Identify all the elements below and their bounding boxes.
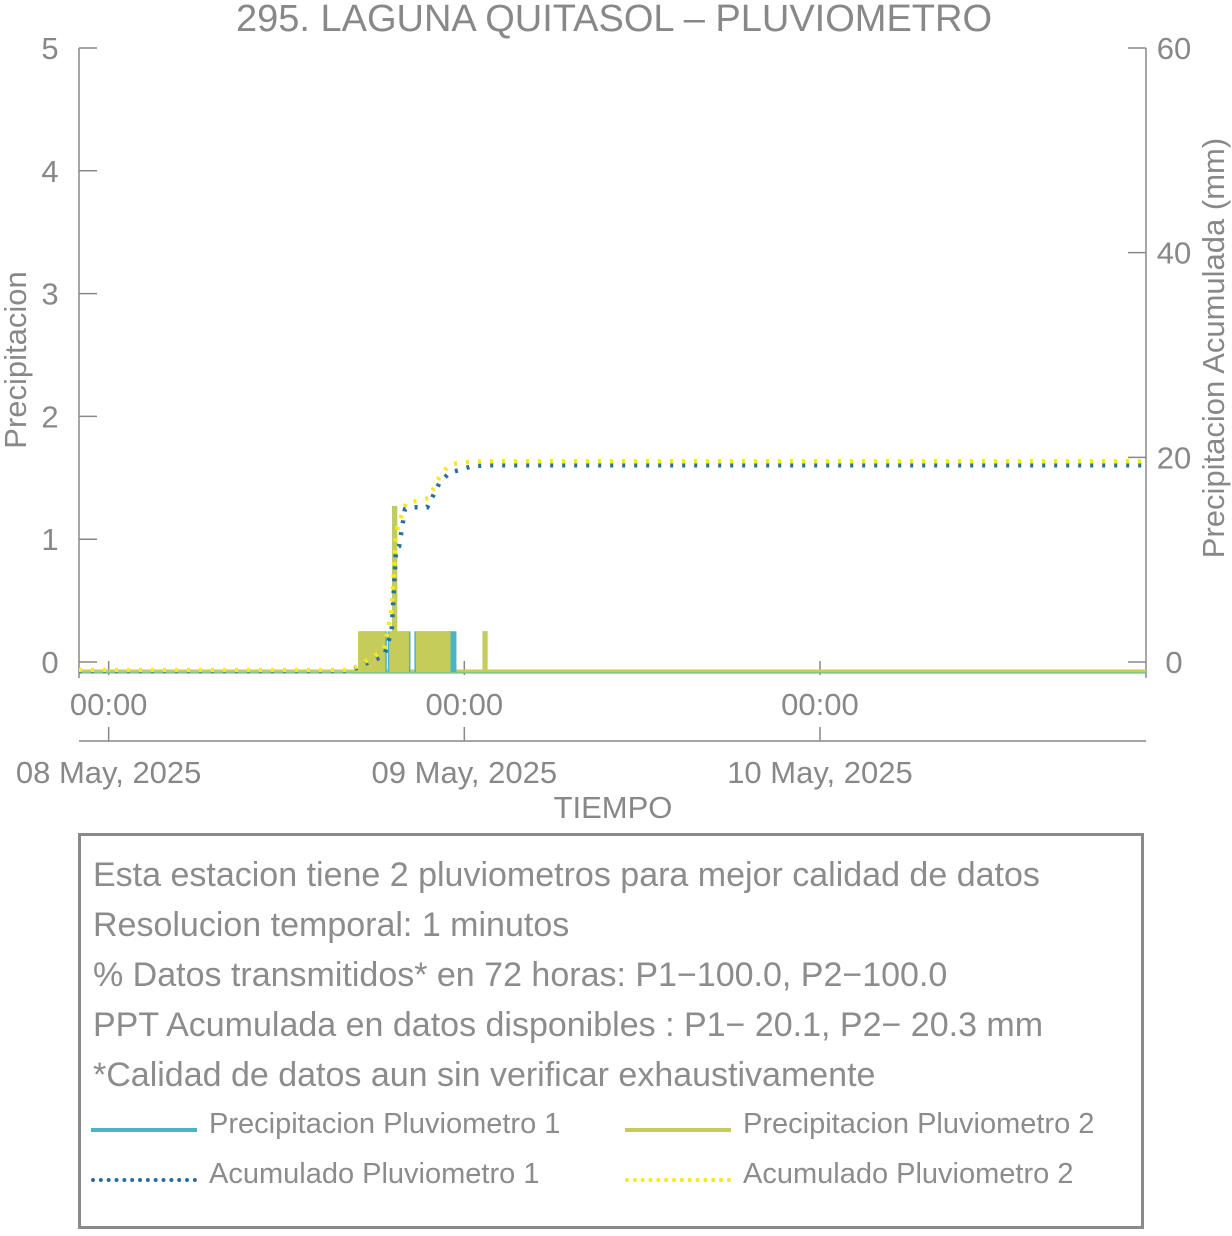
x-tick-time-label: 00:00 [781, 687, 859, 722]
rainfall-chart: 295. LAGUNA QUITASOL – PLUVIOMETRO 0 1 2 3 4… [0, 0, 1231, 825]
p2-bar [482, 631, 488, 672]
p2-bar [375, 631, 381, 672]
p2-bar [427, 631, 433, 672]
legend-swatch-acc1 [91, 1178, 197, 1182]
x-tick-date-label: 08 May, 2025 [16, 755, 202, 790]
p1-bar [448, 631, 454, 672]
x-axis-label: TIEMPO [554, 790, 673, 825]
info-box: Esta estacion tiene 2 pluviometros para … [78, 833, 1144, 1229]
x-tick-date-label: 09 May, 2025 [372, 755, 558, 790]
axes: 0 1 2 3 4 5 0 20 40 60 00:00 08 May, 2025 00:00 09 Ma… [16, 31, 1191, 790]
p2-bar [380, 631, 386, 672]
x-tick-time-label: 00:00 [70, 687, 148, 722]
legend-label-p1: Precipitacion Pluviometro 1 [209, 1108, 561, 1140]
x-tick-time-label: 00:00 [426, 687, 504, 722]
legend-label-acc1: Acumulado Pluviometro 1 [209, 1158, 540, 1190]
info-line-quality-note: *Calidad de datos aun sin verificar exha… [93, 1056, 876, 1094]
p1-bar [451, 631, 457, 672]
p2-bar [366, 631, 372, 672]
legend-item-acc1: Acumulado Pluviometro 1 [91, 1158, 611, 1198]
accumulated-line-p2 [79, 458, 1146, 673]
p2-bar [423, 631, 429, 672]
legend-item-p1: Precipitacion Pluviometro 1 [91, 1108, 611, 1148]
p2-bar [415, 631, 421, 672]
info-line-stations: Esta estacion tiene 2 pluviometros para … [93, 856, 1040, 894]
y-tick-label-right: 40 [1157, 236, 1191, 271]
x-tick-date-label: 10 May, 2025 [727, 755, 913, 790]
p2-bar [362, 631, 368, 672]
info-line-transmitted: % Datos transmitidos* en 72 horas: P1−10… [93, 956, 948, 994]
y-tick-label-left: 3 [41, 277, 58, 312]
y-tick-label-left: 4 [41, 154, 58, 189]
y-tick-label-left: 1 [41, 522, 58, 557]
y-tick-label-right: 20 [1157, 440, 1191, 475]
p2-bar [395, 631, 401, 672]
legend-label-p2: Precipitacion Pluviometro 2 [743, 1108, 1095, 1140]
info-line-accumulated: PPT Acumulada en datos disponibles : P1−… [93, 1006, 1044, 1044]
p2-bar [389, 631, 395, 672]
chart-title: 295. LAGUNA QUITASOL – PLUVIOMETRO [236, 0, 992, 40]
p2-bar [441, 631, 447, 672]
y-tick-label-left: 5 [41, 31, 58, 66]
y-axis-right-label: Precipitacion Acumulada (mm) [1196, 138, 1231, 558]
legend-swatch-acc2 [625, 1178, 731, 1182]
p2-bar [358, 631, 364, 672]
p2-bar [371, 631, 377, 672]
p2-bar [432, 631, 438, 672]
accumulated-line-p1 [79, 463, 1146, 674]
p2-bar [399, 631, 405, 672]
y-tick-label-left: 0 [41, 645, 58, 680]
p2-bar [418, 631, 424, 672]
legend-item-p2: Precipitacion Pluviometro 2 [625, 1108, 1145, 1148]
p2-bar [445, 631, 451, 672]
p2-bar [436, 631, 442, 672]
y-tick-label-left: 2 [41, 399, 58, 434]
y-tick-label-right: 0 [1165, 645, 1182, 680]
p2-bar [404, 631, 410, 672]
info-line-resolution: Resolucion temporal: 1 minutos [93, 906, 570, 944]
legend-item-acc2: Acumulado Pluviometro 2 [625, 1158, 1145, 1198]
y-axis-left-label: Precipitacion [0, 271, 33, 448]
chart-marks [79, 458, 1146, 674]
legend-label-acc2: Acumulado Pluviometro 2 [743, 1158, 1074, 1190]
legend-swatch-p2 [625, 1128, 731, 1132]
legend-swatch-p1 [91, 1128, 197, 1132]
y-tick-label-right: 60 [1157, 31, 1191, 66]
